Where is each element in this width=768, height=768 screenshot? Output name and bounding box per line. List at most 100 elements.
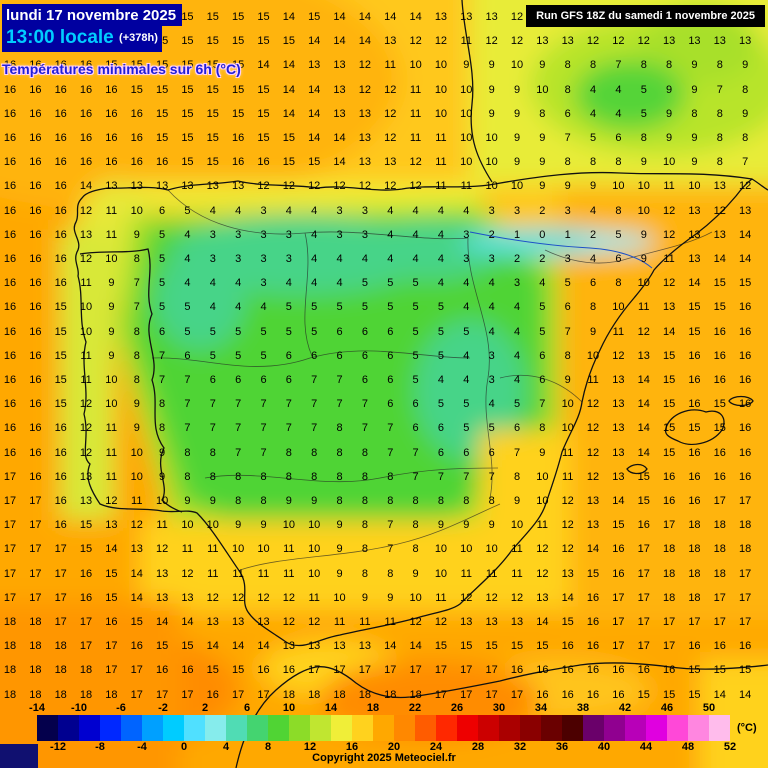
temp-value: 13 bbox=[662, 301, 676, 314]
temp-value: 16 bbox=[688, 640, 701, 653]
temp-value: 6 bbox=[589, 277, 597, 290]
temp-value: 14 bbox=[308, 132, 321, 144]
temp-value: 7 bbox=[285, 398, 292, 411]
temp-value: 14 bbox=[713, 688, 726, 701]
temp-value: 18 bbox=[308, 688, 321, 701]
temp-value: 15 bbox=[232, 107, 245, 120]
temp-value: 10 bbox=[637, 277, 650, 290]
temp-value: 16 bbox=[3, 204, 17, 217]
temp-value: 13 bbox=[739, 35, 752, 48]
legend-cell bbox=[562, 715, 583, 741]
temp-value: 17 bbox=[688, 616, 701, 628]
temp-value: 8 bbox=[716, 107, 723, 120]
temp-value: 4 bbox=[361, 253, 368, 265]
temp-value: 4 bbox=[513, 325, 521, 338]
temp-value: 15 bbox=[510, 640, 524, 653]
temp-value: 8 bbox=[209, 446, 216, 459]
temp-value: 16 bbox=[713, 349, 726, 362]
temp-value: 12 bbox=[358, 180, 372, 193]
temp-value: 13 bbox=[434, 11, 448, 23]
africa-coast bbox=[235, 662, 768, 768]
temp-value: 18 bbox=[29, 616, 42, 628]
temp-value: 3 bbox=[285, 253, 292, 265]
temp-value: 10 bbox=[257, 543, 270, 556]
temp-value: 10 bbox=[434, 567, 448, 580]
temp-value: 5 bbox=[513, 398, 521, 411]
temp-value: 11 bbox=[435, 132, 447, 144]
temp-value: 9 bbox=[691, 132, 698, 144]
temp-value: 13 bbox=[333, 107, 346, 120]
temp-value: 10 bbox=[536, 470, 549, 483]
temp-value: 14 bbox=[739, 228, 752, 241]
temp-value: 3 bbox=[488, 204, 495, 217]
temp-value: 13 bbox=[612, 398, 625, 411]
temp-value: 11 bbox=[435, 156, 447, 169]
temp-value: 15 bbox=[54, 325, 67, 338]
temp-value: 10 bbox=[561, 398, 574, 411]
temp-value: 8 bbox=[539, 107, 546, 120]
coastline bbox=[73, 0, 768, 768]
temp-value: 6 bbox=[412, 422, 419, 435]
temp-value: 13 bbox=[181, 591, 194, 604]
temp-value: 12 bbox=[536, 543, 549, 556]
temp-value: 12 bbox=[510, 11, 524, 23]
legend-tick: -4 bbox=[137, 741, 147, 753]
temp-value: 5 bbox=[539, 325, 546, 338]
temp-value: 8 bbox=[387, 567, 394, 580]
temp-value: 7 bbox=[336, 398, 343, 411]
temp-value: 8 bbox=[412, 495, 419, 507]
legend-tick: 46 bbox=[660, 702, 674, 714]
temp-value: 8 bbox=[716, 132, 723, 144]
temp-value: 18 bbox=[333, 688, 346, 701]
temp-value: 8 bbox=[412, 543, 419, 556]
temp-value: 11 bbox=[80, 349, 92, 362]
temp-value: 17 bbox=[409, 664, 422, 677]
temp-value: 5 bbox=[311, 325, 318, 338]
temp-value: 17 bbox=[232, 688, 245, 701]
legend-cell bbox=[100, 715, 121, 741]
temp-value: 9 bbox=[488, 83, 495, 96]
legend-cell bbox=[541, 715, 562, 741]
temp-value: 10 bbox=[130, 470, 143, 483]
temp-value: 15 bbox=[662, 688, 676, 701]
temp-value: 16 bbox=[3, 301, 17, 314]
legend-tick: 40 bbox=[597, 741, 611, 753]
temp-value: 15 bbox=[206, 156, 219, 169]
temp-value: 9 bbox=[387, 591, 394, 604]
temp-value: 16 bbox=[612, 664, 625, 677]
temp-value: 15 bbox=[257, 107, 270, 120]
temp-value: 4 bbox=[437, 253, 444, 265]
temp-value: 5 bbox=[437, 325, 444, 338]
temp-value: 13 bbox=[586, 519, 600, 532]
temp-value: 11 bbox=[460, 567, 473, 580]
temp-value: 18 bbox=[29, 640, 42, 653]
temp-value: 8 bbox=[260, 495, 267, 507]
temp-value: 15 bbox=[713, 301, 726, 314]
temp-value: 8 bbox=[336, 495, 343, 507]
legend-tick: 10 bbox=[282, 702, 296, 714]
ebro-river bbox=[469, 231, 653, 269]
temp-value: 4 bbox=[336, 253, 343, 265]
temp-value: 8 bbox=[691, 107, 698, 120]
temp-value: 5 bbox=[209, 325, 216, 338]
temp-value: 16 bbox=[3, 180, 17, 193]
temp-value: 15 bbox=[637, 495, 650, 507]
temp-value: 16 bbox=[79, 156, 93, 169]
temp-value: 6 bbox=[513, 422, 521, 435]
temp-value: 17 bbox=[485, 688, 498, 701]
temp-value: 15 bbox=[612, 519, 625, 532]
temp-value: 10 bbox=[181, 519, 194, 532]
temp-value: 3 bbox=[209, 228, 216, 241]
temp-value: 10 bbox=[130, 446, 143, 459]
temp-value: 16 bbox=[29, 180, 42, 193]
temp-value: 3 bbox=[488, 374, 495, 386]
temp-value: 12 bbox=[257, 180, 270, 193]
temp-value: 13 bbox=[485, 11, 498, 23]
legend-tick: 0 bbox=[180, 741, 188, 753]
temp-value: 9 bbox=[539, 446, 546, 459]
temp-value: 16 bbox=[29, 349, 42, 362]
temp-value: 10 bbox=[536, 83, 549, 96]
temp-value: 4 bbox=[235, 204, 242, 217]
temp-value: 4 bbox=[463, 277, 470, 290]
temp-value: 15 bbox=[54, 398, 67, 411]
